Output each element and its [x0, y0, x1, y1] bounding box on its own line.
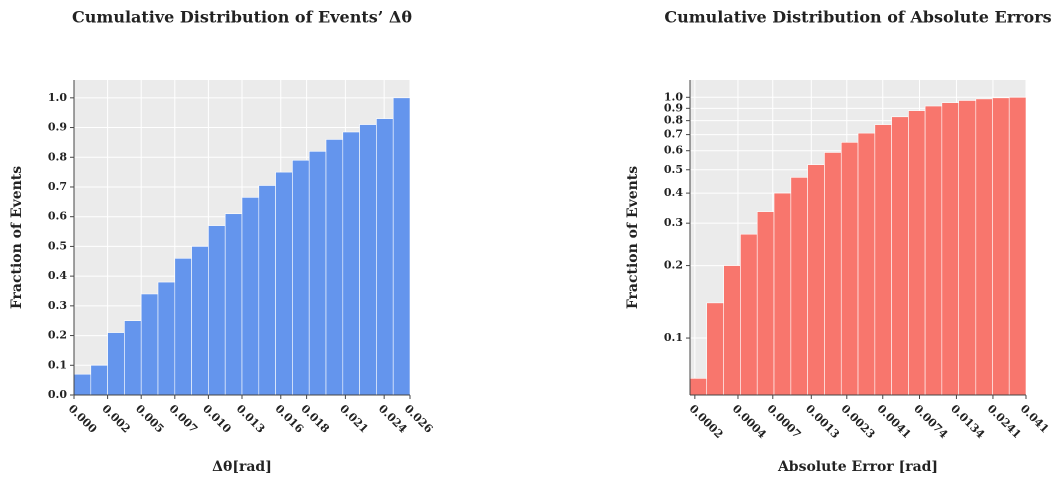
- y-tick-label: 0.5: [664, 163, 683, 176]
- y-tick-label: 0.8: [664, 114, 683, 127]
- bar: [342, 131, 360, 396]
- bar: [174, 258, 192, 396]
- bar: [824, 152, 842, 396]
- x-tick-label: 0.026: [402, 402, 436, 436]
- y-tick-label: 0.1: [664, 331, 683, 344]
- y-tick-label: 1.0: [664, 90, 683, 103]
- bar: [908, 110, 926, 396]
- x-tick-label: 0.0004: [730, 402, 769, 441]
- y-axis-label: Fraction of Events: [9, 166, 25, 309]
- x-tick-label: 0.021: [337, 402, 371, 436]
- y-tick-label: 0.6: [48, 210, 67, 223]
- bar: [756, 211, 775, 396]
- bar: [941, 102, 960, 396]
- y-tick-label: 1.0: [48, 91, 67, 104]
- bar: [325, 139, 344, 396]
- bar: [73, 373, 92, 396]
- bar: [208, 225, 226, 396]
- y-tick-label: 0.5: [48, 239, 67, 252]
- bar: [157, 281, 176, 396]
- chart-title: Cumulative Distribution of Absolute Erro…: [664, 8, 1051, 27]
- y-tick-label: 0.4: [48, 269, 67, 282]
- y-tick-label: 0.0: [48, 388, 67, 401]
- y-tick-label: 0.4: [664, 186, 683, 199]
- bar: [840, 142, 859, 396]
- bar: [90, 364, 108, 396]
- bar: [241, 197, 260, 396]
- y-axis-label: Fraction of Events: [625, 166, 641, 309]
- y-tick-label: 0.7: [664, 128, 683, 141]
- bar: [140, 293, 159, 396]
- y-tick-label: 0.1: [48, 358, 67, 371]
- x-tick-label: 0.002: [99, 402, 133, 436]
- bar: [308, 151, 327, 396]
- bar: [891, 116, 909, 396]
- bar: [706, 302, 724, 396]
- x-axis-label: Absolute Error [rad]: [777, 459, 938, 475]
- bar: [392, 97, 411, 396]
- bar: [191, 246, 209, 396]
- y-tick-label: 0.9: [664, 101, 683, 114]
- bar: [258, 185, 276, 396]
- y-tick-label: 0.2: [48, 329, 67, 342]
- bar: [790, 177, 808, 396]
- bar: [124, 320, 142, 396]
- x-tick-label: 0.007: [167, 402, 201, 436]
- bar: [740, 233, 758, 396]
- bar: [224, 213, 243, 396]
- bar: [1008, 97, 1027, 396]
- bar: [689, 378, 708, 396]
- bar: [924, 105, 943, 396]
- x-tick-label: 0.005: [133, 402, 167, 436]
- bar: [107, 332, 125, 396]
- bar: [874, 124, 892, 396]
- y-tick-label: 0.8: [48, 150, 67, 163]
- bar: [773, 192, 792, 396]
- x-tick-label: 0.0241: [985, 402, 1024, 441]
- bar: [807, 164, 825, 396]
- bar: [359, 124, 377, 396]
- y-tick-label: 0.6: [664, 144, 683, 157]
- x-tick-label: 0.013: [234, 402, 268, 436]
- y-tick-label: 0.7: [48, 180, 67, 193]
- x-tick-label: 0.0023: [839, 402, 878, 441]
- bar: [975, 98, 993, 396]
- chart-title: Cumulative Distribution of Events’ Δθ: [72, 8, 412, 27]
- x-tick-label: 0.000: [66, 402, 100, 436]
- x-tick-label: 0.010: [200, 402, 234, 436]
- bar: [292, 159, 310, 396]
- x-tick-label: 0.0134: [948, 402, 987, 441]
- x-axis-label: Δθ[rad]: [212, 459, 272, 475]
- y-tick-label: 0.9: [48, 121, 67, 134]
- x-tick-label: 0.018: [298, 402, 332, 436]
- y-tick-label: 0.2: [664, 259, 683, 272]
- bar: [958, 100, 977, 396]
- x-tick-label: 0.0074: [911, 402, 950, 441]
- bar: [992, 97, 1010, 396]
- x-tick-label: 0.0002: [687, 402, 726, 441]
- bar: [275, 171, 293, 396]
- x-tick-label: 0.0041: [875, 402, 914, 441]
- x-tick-label: 0.0007: [765, 402, 804, 441]
- x-tick-label: 0.0013: [803, 402, 842, 441]
- y-tick-label: 0.3: [48, 299, 67, 312]
- bar: [723, 265, 741, 396]
- bar: [857, 132, 876, 396]
- y-tick-label: 0.3: [664, 216, 683, 229]
- bar: [376, 118, 394, 396]
